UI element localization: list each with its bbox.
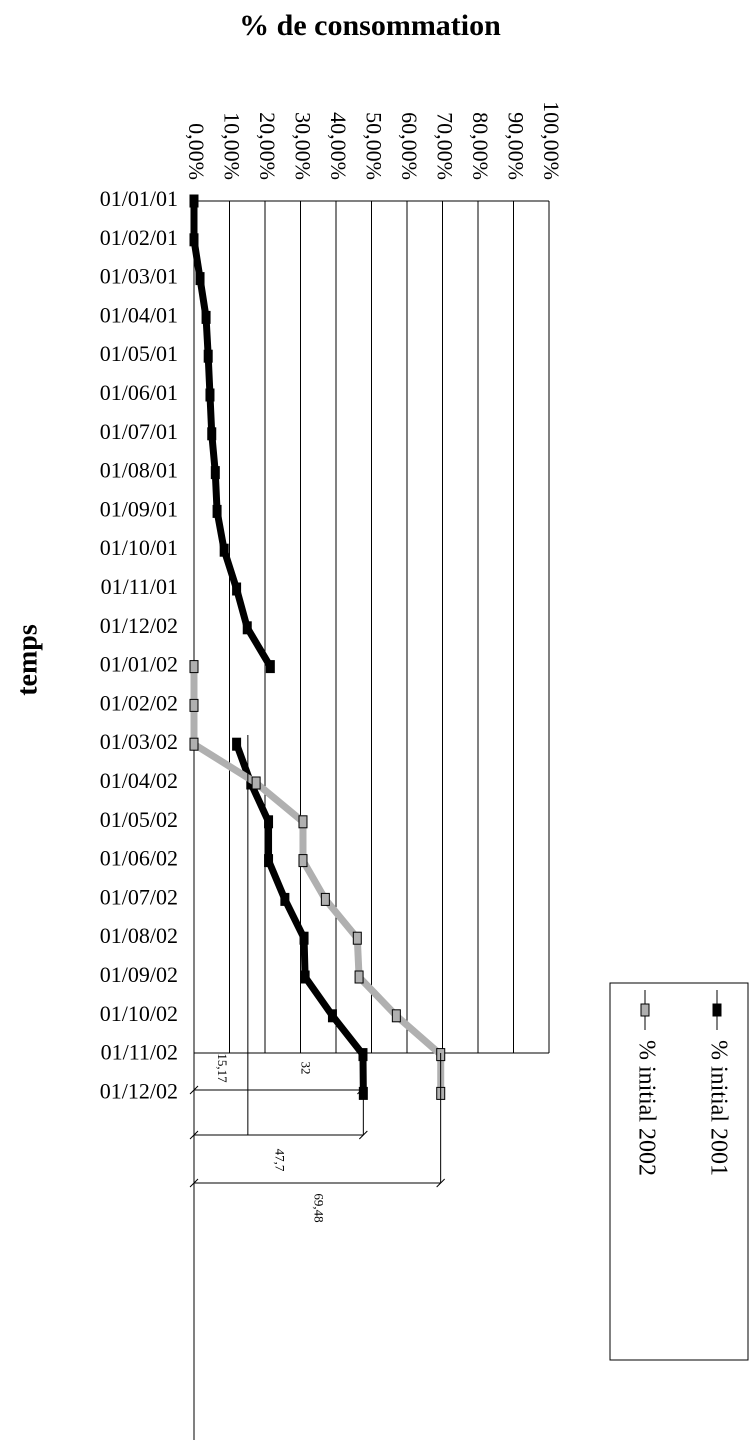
y-tick-label: 01/08/01: [100, 458, 178, 483]
y-tick-label: 01/03/02: [100, 729, 178, 754]
series-line: [233, 742, 367, 1094]
dimension-label: 32: [299, 1062, 314, 1075]
y-tick-label: 01/12/02: [100, 1078, 178, 1103]
dimension-label: 47,7: [273, 1149, 288, 1172]
y-tick-label: 01/07/02: [100, 884, 178, 909]
series-marker: [201, 310, 211, 324]
series-marker: [189, 660, 199, 674]
series-marker: [391, 1009, 401, 1023]
series-marker: [189, 233, 199, 247]
series-marker: [203, 349, 213, 363]
x-tick-label: 50,00%: [361, 112, 386, 180]
dimension-label: 69,48: [311, 1193, 326, 1222]
y-tick-label: 01/02/02: [100, 690, 178, 715]
x-tick-label: 0,00%: [184, 123, 209, 180]
series-marker: [280, 892, 290, 906]
y-tick-label: 01/03/01: [100, 264, 178, 289]
y-tick-label: 01/11/02: [101, 1040, 178, 1065]
series-marker: [210, 466, 220, 480]
legend-label: % initial 2001: [705, 1040, 731, 1176]
series-marker: [300, 970, 310, 984]
y-tick-label: 01/08/02: [100, 923, 178, 948]
series-marker: [219, 543, 229, 557]
legend-marker: [712, 1003, 722, 1017]
y-tick-label: 01/06/02: [100, 846, 178, 871]
dimension-label: 15,17: [215, 1053, 230, 1083]
series-marker: [189, 194, 199, 208]
series-marker: [189, 698, 199, 712]
dimension-line: [357, 1085, 366, 1095]
legend-label: % initial 2002: [633, 1040, 659, 1176]
series-marker: [265, 660, 275, 674]
x-tick-label: 70,00%: [432, 112, 457, 180]
series-marker: [205, 388, 215, 402]
y-tick-label: 01/09/02: [100, 962, 178, 987]
y-tick-label: 01/04/02: [100, 768, 178, 793]
x-tick-label: 60,00%: [397, 112, 422, 180]
series-marker: [195, 272, 205, 286]
x-tick-label: 30,00%: [290, 112, 315, 180]
x-tick-label: 80,00%: [468, 112, 493, 180]
x-tick-label: 20,00%: [255, 112, 280, 180]
series-marker: [232, 737, 242, 751]
y-tick-label: 01/07/01: [100, 419, 178, 444]
y-tick-label: 01/10/02: [100, 1001, 178, 1026]
series-marker: [264, 854, 274, 868]
chart-title: % de consommation: [239, 9, 501, 42]
series-marker: [189, 737, 199, 751]
series-marker: [251, 776, 261, 790]
dimension-line: [189, 1130, 199, 1140]
series-marker: [298, 854, 308, 868]
y-tick-label: 01/12/02: [100, 613, 178, 638]
series-marker: [352, 931, 362, 945]
y-tick-label: 01/04/01: [100, 302, 178, 327]
series-marker: [242, 621, 252, 635]
series-marker: [298, 815, 308, 829]
y-tick-label: 01/11/01: [101, 574, 178, 599]
y-tick-label: 01/02/01: [100, 225, 178, 250]
dimension-line: [189, 1178, 199, 1188]
series-marker: [212, 504, 222, 518]
y-tick-label: 01/06/01: [100, 380, 178, 405]
x-tick-label: 90,00%: [503, 112, 528, 180]
series-line: [190, 201, 274, 669]
series-marker: [232, 582, 242, 596]
y-tick-label: 01/01/02: [100, 652, 178, 677]
series-marker: [354, 970, 364, 984]
legend-box: [609, 982, 749, 1361]
series-marker: [299, 931, 309, 945]
y-tick-label: 01/10/01: [100, 535, 178, 560]
y-tick-label: 01/05/02: [100, 807, 178, 832]
series-marker: [320, 892, 330, 906]
x-tick-label: 100,00%: [539, 101, 564, 180]
legend-marker: [640, 1003, 650, 1017]
dimension-line: [436, 1178, 446, 1188]
series-marker: [207, 427, 217, 441]
x-tick-label: 40,00%: [326, 112, 351, 180]
y-tick-label: 01/01/01: [100, 186, 178, 211]
series-line: [190, 666, 445, 1094]
x-tick-label: 10,00%: [219, 112, 244, 180]
y-axis-label: temps: [12, 624, 43, 696]
dimension-line: [358, 1130, 368, 1140]
series-marker: [264, 815, 274, 829]
y-tick-label: 01/05/01: [100, 341, 178, 366]
dimension-line: [189, 1085, 199, 1095]
y-tick-label: 01/09/01: [100, 496, 178, 521]
series-marker: [327, 1009, 337, 1023]
